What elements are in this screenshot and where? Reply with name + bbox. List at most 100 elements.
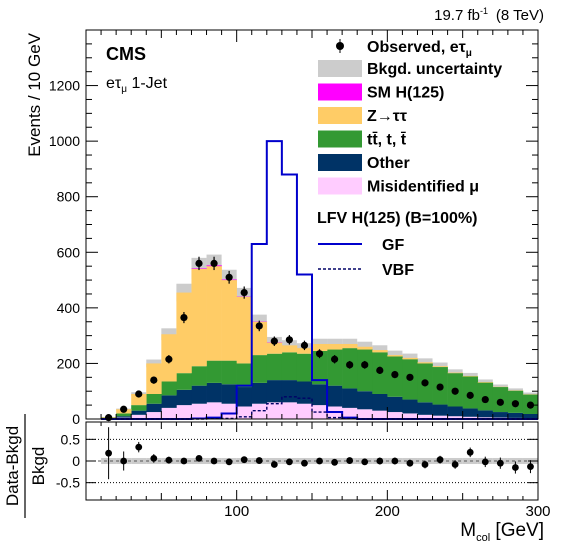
ratio-point	[270, 461, 278, 468]
stack-bar-ztt	[342, 343, 358, 349]
data-point	[315, 350, 324, 358]
data-point	[406, 373, 414, 381]
legend-signal-header: LFV H(125) (B=100%)	[317, 210, 478, 227]
stack-bar-misid	[432, 415, 448, 419]
legend-label-other: Other	[367, 155, 410, 172]
ratio-panel: -0.5 0 0.5 100 200 300	[56, 421, 551, 520]
data-point	[255, 322, 263, 330]
stack-bar-ztt	[372, 350, 388, 353]
ratio-y-label-numerator: Data-Bkgd	[3, 426, 22, 506]
ratio-point	[527, 463, 534, 471]
stack-bar-ztt	[221, 280, 237, 361]
stack-bar-ztt	[462, 375, 479, 377]
stack-bar-ttbar	[327, 349, 343, 386]
ratio-point	[406, 459, 414, 467]
data-point	[150, 376, 158, 384]
stack-bar-other	[417, 402, 433, 415]
data-point	[346, 361, 354, 369]
stack-bar-other	[281, 380, 298, 403]
ratio-point	[150, 455, 158, 462]
data-point	[421, 379, 429, 387]
stack-bar-ztt	[312, 343, 328, 351]
stack-bar-ztt	[281, 345, 298, 353]
stack-bar-other	[432, 404, 448, 416]
stack-bar-other	[357, 391, 373, 410]
stack-bar-other	[507, 412, 524, 418]
data-point	[135, 390, 143, 398]
data-point	[526, 401, 535, 409]
stack-bar-ttbar	[146, 393, 162, 404]
stack-bar-misid	[462, 416, 479, 419]
stack-bar-misid	[221, 403, 237, 419]
stack-bar-misid	[447, 416, 463, 419]
data-point	[285, 336, 293, 344]
stack-bar-other	[221, 384, 237, 404]
legend-label-misid: Misidentified μ	[367, 179, 479, 196]
ratio-point	[195, 455, 203, 462]
stack-bar-ztt	[296, 348, 313, 354]
stack-bar-ztt	[477, 382, 494, 383]
ratio-point	[466, 448, 474, 456]
x-axis-label: Mcol [GeV]	[460, 520, 544, 544]
ratio-point	[286, 458, 293, 466]
ratio-point	[451, 461, 459, 468]
stack-bar-ztt	[206, 266, 222, 361]
data-point	[436, 383, 444, 391]
stack-bar-other	[372, 393, 388, 411]
ratio-point	[421, 461, 429, 468]
stack-bar-other	[312, 384, 328, 406]
ratio-point	[210, 457, 218, 465]
uncertainty-bin	[447, 369, 463, 376]
stack-bar-ttbar	[251, 355, 268, 383]
stack-bar-ztt	[402, 357, 418, 360]
legend-swatch-smh	[318, 83, 362, 101]
stack-bar-ztt	[176, 292, 192, 374]
ratio-y-tick-label: 0.5	[61, 431, 81, 447]
x-tick-label: 300	[525, 503, 550, 520]
stack-bar-ttbar	[131, 405, 147, 411]
ratio-point	[240, 456, 248, 464]
stack-bar-ztt	[266, 342, 283, 354]
energy-label: (8 TeV)	[496, 7, 544, 24]
stack-bar-other	[251, 382, 268, 404]
data-point	[105, 414, 113, 422]
stack-bar-misid	[161, 407, 177, 419]
stack-bar-misid	[191, 403, 207, 419]
ratio-point	[436, 456, 444, 464]
stack-bar-other	[387, 396, 403, 413]
stack-bar-other	[447, 406, 463, 417]
y-tick-label: 600	[57, 244, 81, 260]
legend-swatch-uncertainty	[318, 60, 362, 77]
data-point	[120, 405, 128, 413]
stack-bar-other	[492, 412, 509, 418]
data-point	[180, 313, 188, 322]
stack-bar-ztt	[236, 296, 253, 364]
ratio-point	[301, 459, 308, 467]
stack-bar-other	[402, 399, 418, 414]
stack-bar-other	[206, 382, 222, 403]
stack-bar-other	[236, 387, 253, 407]
data-point	[361, 361, 369, 369]
x-tick-label: 200	[375, 503, 400, 520]
y-tick-label: 1200	[49, 78, 80, 94]
stack-bar-ttbar	[191, 366, 207, 386]
stack-bar-other	[191, 385, 207, 404]
x-tick-label: 100	[224, 503, 249, 520]
observed-data	[105, 256, 535, 422]
ratio-point	[255, 457, 263, 464]
ratio-point	[496, 459, 504, 467]
legend-label-smh: SM H(125)	[367, 85, 444, 102]
y-tick-label: 800	[57, 189, 81, 205]
stack-bar-other	[296, 381, 313, 404]
stack-bar-misid	[146, 412, 162, 419]
ratio-point	[346, 457, 354, 464]
legend-label-ttbar: tt̄, t, t̄	[367, 130, 407, 148]
stack-bar-ztt	[327, 343, 343, 350]
legend-swatch-other	[318, 154, 362, 171]
stack-bar-ttbar	[357, 349, 373, 392]
ratio-y-tick-label: 0	[72, 453, 80, 469]
stack-bar-ttbar	[176, 373, 192, 390]
stack-bar-misid	[176, 405, 192, 419]
stack-bar-ttbar	[266, 353, 283, 381]
data-point	[391, 370, 399, 379]
